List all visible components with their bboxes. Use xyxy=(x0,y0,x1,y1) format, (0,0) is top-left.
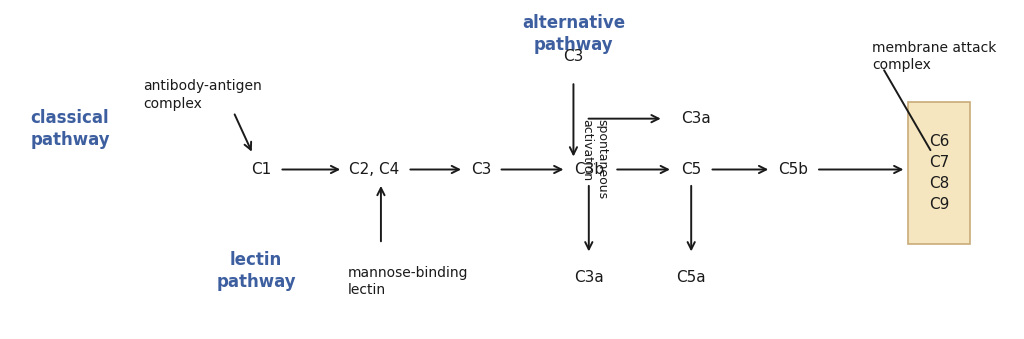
Text: C2, C4: C2, C4 xyxy=(348,162,399,177)
Text: C5: C5 xyxy=(681,162,701,177)
Text: spontaneous
activation: spontaneous activation xyxy=(580,119,608,199)
Text: mannose-binding
lectin: mannose-binding lectin xyxy=(348,266,469,297)
Text: C3: C3 xyxy=(563,49,584,64)
Text: membrane attack
complex: membrane attack complex xyxy=(872,41,996,72)
Text: C5b: C5b xyxy=(778,162,809,177)
Text: C3a: C3a xyxy=(681,111,711,126)
Text: C3a: C3a xyxy=(573,271,604,285)
FancyBboxPatch shape xyxy=(908,102,970,244)
Text: antibody-antigen
complex: antibody-antigen complex xyxy=(143,79,262,111)
Text: classical
pathway: classical pathway xyxy=(31,109,111,149)
Text: C3b: C3b xyxy=(573,162,604,177)
Text: C5a: C5a xyxy=(677,271,706,285)
Text: C3: C3 xyxy=(471,162,492,177)
Text: C1: C1 xyxy=(251,162,271,177)
Text: alternative
pathway: alternative pathway xyxy=(522,14,625,54)
Text: C6
C7
C8
C9: C6 C7 C8 C9 xyxy=(929,134,949,212)
Text: lectin
pathway: lectin pathway xyxy=(216,251,296,291)
